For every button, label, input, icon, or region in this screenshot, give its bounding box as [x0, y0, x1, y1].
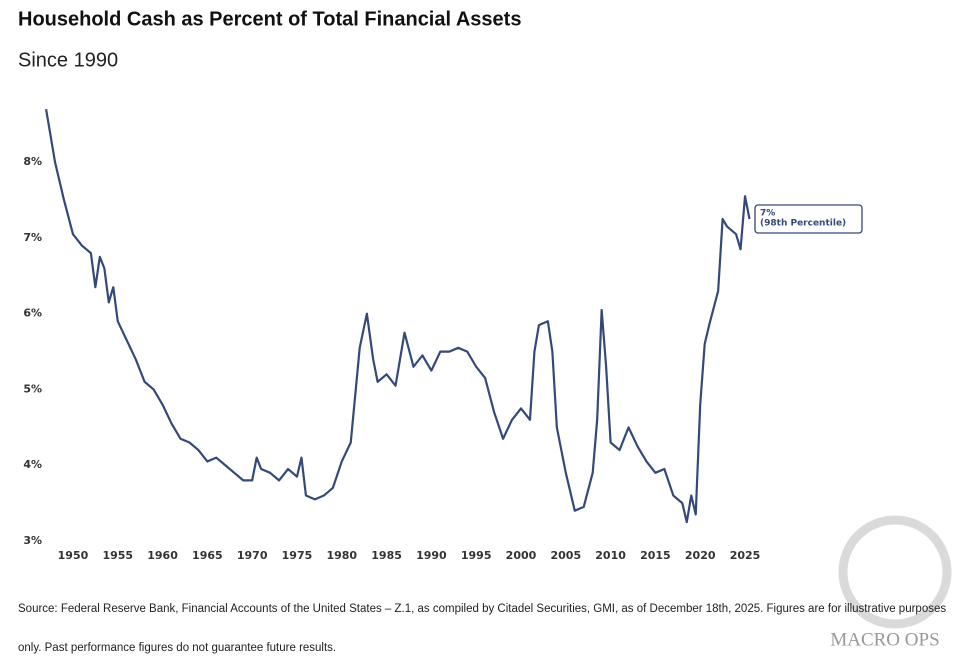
logo-mark: [838, 515, 952, 629]
x-tick-label: 2000: [506, 549, 537, 562]
y-tick-label: 5%: [23, 382, 42, 395]
source-note: Source: Federal Reserve Bank, Financial …: [18, 603, 947, 654]
x-tick-label: 2025: [730, 549, 761, 562]
y-tick-label: 6%: [23, 307, 42, 320]
x-tick-label: 2010: [595, 549, 626, 562]
chart-subtitle: Since 1990: [18, 49, 118, 71]
annotation-text: 7%: [760, 209, 775, 219]
x-tick-label: 1990: [416, 549, 447, 562]
x-tick-label: 1985: [371, 549, 402, 562]
annotation-text: (98th Percentile): [760, 219, 846, 229]
x-tick-label: 1950: [58, 549, 89, 562]
x-tick-label: 2020: [685, 549, 716, 562]
x-tick-label: 1975: [282, 549, 313, 562]
chart-title: Household Cash as Percent of Total Finan…: [18, 8, 521, 30]
logo-text: MACRO OPS: [830, 629, 939, 650]
x-tick-label: 1960: [147, 549, 178, 562]
x-tick-label: 1995: [461, 549, 492, 562]
x-tick-label: 1965: [192, 549, 223, 562]
x-tick-label: 1970: [237, 549, 268, 562]
x-tick-label: 2005: [550, 549, 581, 562]
x-tick-label: 2015: [640, 549, 671, 562]
y-tick-label: 4%: [23, 458, 42, 471]
annotation: 7%(98th Percentile): [754, 204, 863, 234]
x-tick-label: 1955: [102, 549, 133, 562]
x-tick-label: 1980: [326, 549, 357, 562]
logo-circle: [838, 515, 952, 629]
y-tick-label: 3%: [23, 534, 42, 547]
data-line: [44, 108, 751, 524]
annotation-box: [754, 204, 863, 234]
y-tick-label: 7%: [23, 231, 42, 244]
y-tick-label: 8%: [23, 155, 42, 168]
